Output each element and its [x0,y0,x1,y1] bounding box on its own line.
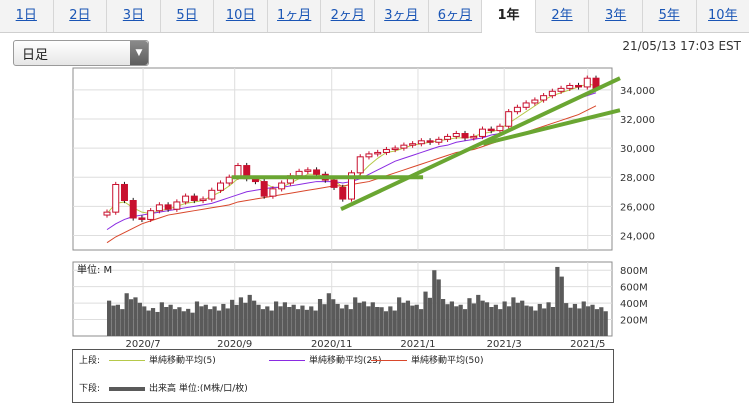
legend-top-label: 上段: [79,356,101,366]
tab-13[interactable]: 10年 [708,8,738,23]
timestamp: 21/05/13 17:03 EST [622,39,741,53]
tab-12[interactable]: 5年 [643,0,697,32]
legend-volume-label: 出来高 単位:(M株/口/枚) [149,384,248,394]
tab-6[interactable]: 2ヶ月 [321,0,376,32]
candle-period-value: 日足 [22,48,49,63]
tab-5[interactable]: 1ヶ月 [268,0,322,32]
legend-ma50-label: 単純移動平均(50) [411,356,484,366]
triangle-down-icon: ▼ [130,41,148,65]
legend-ma5-swatch [109,360,145,361]
legend-volume: 出来高 単位:(M株/口/枚) [109,382,248,396]
candle-period-select[interactable]: 日足 ▼ [13,40,149,66]
tab-7[interactable]: 3ヶ月 [375,0,429,32]
legend-ma5-label: 単純移動平均(5) [149,356,216,366]
legend-bottom-label: 下段: [79,384,101,394]
legend-ma5: 単純移動平均(5) [109,354,216,368]
tab-10[interactable]: 2年 [536,0,590,32]
chart-legend: 上段: 単純移動平均(5) 単純移動平均(25) 単純移動平均(50) 下段: … [72,349,614,403]
period-tabs: 1日 2日 3日 5日 10日 1ヶ月 2ヶ月 3ヶ月 6ヶ月 1年 2年 3年 5年 10年 [0,0,749,33]
tab-11[interactable]: 3年 [589,0,643,32]
tab-1[interactable]: 2日 [54,0,108,32]
legend-ma25-swatch [269,360,305,361]
tab-8[interactable]: 6ヶ月 [429,0,483,32]
legend-ma25: 単純移動平均(25) [269,354,381,368]
legend-ma25-label: 単純移動平均(25) [309,356,382,366]
legend-ma50-swatch [371,360,407,361]
tab-4[interactable]: 10日 [214,0,268,32]
tab-2[interactable]: 3日 [107,0,161,32]
tab-9[interactable]: 1年 [482,0,536,33]
tab-3[interactable]: 5日 [161,0,215,32]
legend-ma50: 単純移動平均(50) [371,354,483,368]
tab-0[interactable]: 1日 [0,0,54,32]
legend-volume-swatch [109,386,145,391]
